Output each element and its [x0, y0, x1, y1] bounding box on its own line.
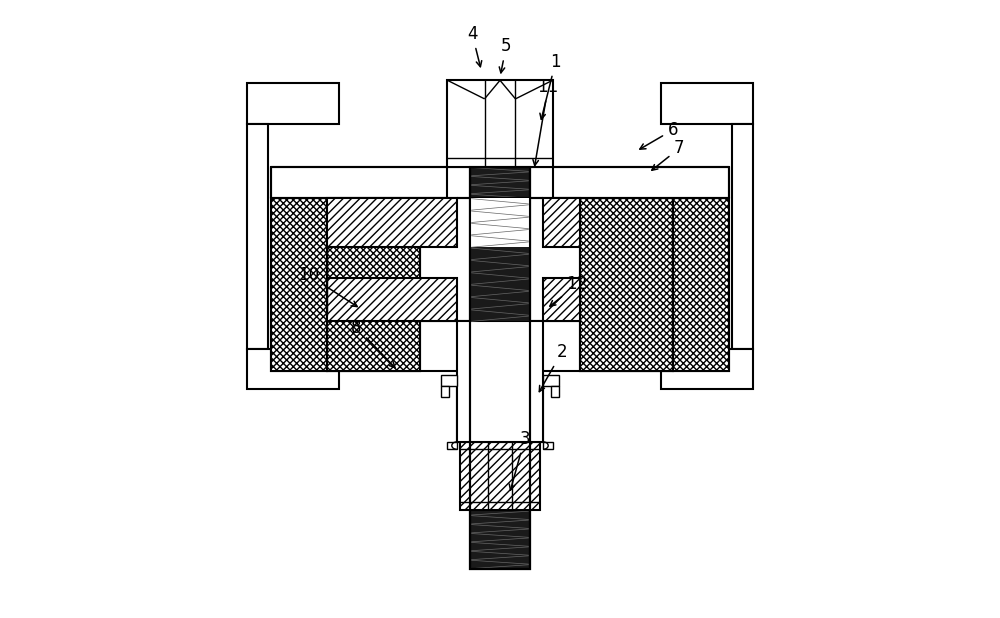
Bar: [661, 83, 753, 124]
Text: 6: 6: [640, 121, 678, 149]
Bar: [553, 167, 729, 198]
Text: 7: 7: [652, 139, 684, 170]
Bar: [441, 375, 457, 386]
Bar: [470, 198, 530, 321]
Bar: [447, 80, 553, 167]
Text: 12: 12: [550, 275, 588, 306]
Bar: [327, 198, 420, 371]
Bar: [470, 167, 530, 569]
Bar: [580, 198, 673, 371]
Text: 8: 8: [351, 318, 395, 368]
Polygon shape: [543, 278, 580, 321]
Text: 2: 2: [539, 343, 567, 392]
Bar: [457, 321, 543, 442]
Bar: [470, 198, 530, 321]
Bar: [580, 198, 673, 371]
Text: 11: 11: [533, 77, 559, 166]
Bar: [460, 442, 540, 510]
Bar: [543, 442, 553, 449]
Bar: [271, 198, 327, 371]
Bar: [732, 124, 753, 349]
Bar: [551, 386, 559, 397]
Bar: [447, 442, 457, 449]
Bar: [470, 167, 530, 569]
Bar: [457, 386, 543, 442]
Bar: [247, 124, 268, 349]
Text: 10: 10: [298, 266, 357, 307]
Bar: [327, 198, 420, 371]
Bar: [247, 349, 339, 389]
Bar: [543, 375, 559, 386]
Text: 1: 1: [540, 53, 561, 119]
Polygon shape: [543, 198, 580, 247]
Bar: [673, 198, 729, 371]
Text: 3: 3: [509, 430, 530, 490]
Bar: [470, 198, 530, 247]
Bar: [271, 167, 447, 198]
Bar: [470, 167, 530, 569]
Bar: [271, 321, 729, 371]
Polygon shape: [327, 198, 457, 247]
Bar: [441, 386, 449, 397]
Bar: [661, 349, 753, 389]
Text: 5: 5: [499, 37, 511, 73]
Text: 4: 4: [467, 25, 482, 67]
Bar: [247, 83, 339, 124]
Polygon shape: [327, 278, 457, 321]
